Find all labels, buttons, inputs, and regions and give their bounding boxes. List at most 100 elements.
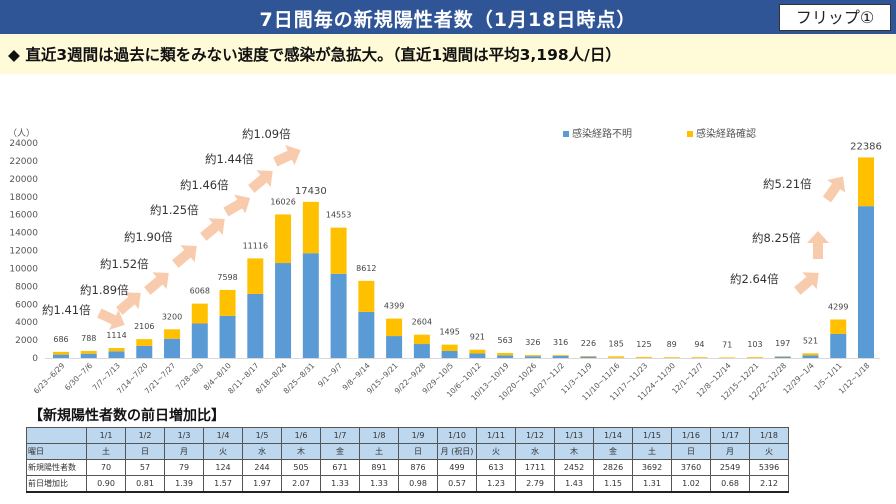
date-header-cell: 1/2 <box>125 427 165 444</box>
table-cell: 木 <box>554 443 594 460</box>
bar-unknown-route <box>441 351 458 358</box>
table-cell: 3692 <box>632 459 672 476</box>
bar-known-route <box>497 352 514 356</box>
bar-total-label: 226 <box>581 339 596 348</box>
y-tick-label: 18000 <box>9 193 38 203</box>
bar-unknown-route <box>524 356 541 358</box>
bar-unknown-route <box>413 344 430 358</box>
table-cell: 57 <box>125 459 165 476</box>
table-cell: 2.79 <box>515 475 555 493</box>
bar-total-label: 197 <box>775 339 790 348</box>
table-cell: 2.12 <box>749 475 789 493</box>
date-header-cell: 1/12 <box>515 427 555 444</box>
table-title: 【新規陽性者数の前日増加比】 <box>29 408 225 424</box>
table-row: 新規陽性者数 70 57 79 124 244 505 671 891 876 499 613 1711… <box>26 459 789 476</box>
bar-known-route <box>219 289 236 316</box>
table-cell: 1.43 <box>554 475 594 493</box>
bar-known-route <box>830 319 847 334</box>
bar-unknown-route <box>802 355 819 358</box>
bar-total-label: 563 <box>497 336 512 345</box>
bar-total-label: 17430 <box>295 186 327 197</box>
table-cell: 613 <box>476 459 516 476</box>
bar-known-route <box>746 357 763 358</box>
bar-unknown-route <box>497 355 514 358</box>
bar-total-label: 71 <box>722 340 732 349</box>
table-cell: 水 <box>515 443 555 460</box>
bar-unknown-route <box>358 311 375 358</box>
table-cell: 1.33 <box>320 475 360 493</box>
legend-label-unknown-route: 感染経路不明 <box>572 127 632 140</box>
growth-arrow-icon <box>200 218 225 241</box>
table-row: 曜日土日月火水木金土日月 (祝日) 火水木金土日月火 <box>26 443 789 460</box>
bar-known-route <box>691 357 708 358</box>
table-cell: 0.81 <box>125 475 165 493</box>
legend-swatch-known-route <box>687 131 693 137</box>
subtitle-bar: ◆ 直近3週間は過去に類をみない速度で感染が急拡大。（直近1週間は平均3,198… <box>0 34 896 74</box>
growth-ratio-label: 約1.46倍 <box>180 178 229 192</box>
date-header-cell: 1/14 <box>593 427 633 444</box>
table-cell: 79 <box>164 459 204 476</box>
bar-known-route <box>858 157 874 207</box>
table-cell: 火 <box>203 443 243 460</box>
table-cell: 244 <box>242 459 282 476</box>
x-tick-label: 6/23~6/29 <box>32 361 67 396</box>
bar-known-route <box>413 334 430 345</box>
table-cell: 1.97 <box>242 475 282 493</box>
growth-ratio-label: 約8.25倍 <box>752 231 801 245</box>
growth-ratio-label: 約2.64倍 <box>730 272 779 286</box>
table-cell: 水 <box>242 443 282 460</box>
growth-arrow-icon <box>807 231 829 259</box>
bar-total-label: 185 <box>609 339 624 348</box>
bar-total-label: 125 <box>636 340 651 349</box>
y-tick-label: 10000 <box>9 264 38 274</box>
bar-total-label: 2604 <box>412 318 432 327</box>
y-axis-label: （人） <box>8 128 35 139</box>
bar-unknown-route <box>247 293 264 358</box>
table-cell: 3760 <box>671 459 711 476</box>
table-cell: 1.23 <box>476 475 516 493</box>
bar-known-route <box>330 227 347 274</box>
y-tick-label: 0 <box>32 354 38 364</box>
table-cell: 火 <box>749 443 789 460</box>
date-header-cell: 1/7 <box>320 427 360 444</box>
bar-total-label: 16026 <box>270 197 295 206</box>
table-cell: 0.57 <box>437 475 477 493</box>
bar-total-label: 11116 <box>243 241 268 250</box>
daily-ratio-table: 1/1 1/2 1/3 1/4 1/5 1/6 1/7 1/8 1/9 1/10 1/11 1/12 1… <box>26 427 789 493</box>
bar-known-route <box>247 258 264 294</box>
bar-known-route <box>386 318 403 337</box>
y-tick-label: 24000 <box>9 139 38 149</box>
table-cell: 金 <box>320 443 360 460</box>
y-tick-label: 16000 <box>9 211 38 221</box>
date-header-cell: 1/18 <box>749 427 789 444</box>
y-tick-label: 4000 <box>15 318 38 328</box>
bar-unknown-route <box>108 351 125 358</box>
bar-known-route <box>302 201 319 254</box>
bar-total-label: 1114 <box>106 331 126 340</box>
bar-unknown-route <box>191 323 208 358</box>
bar-unknown-route <box>552 356 569 358</box>
table-cell: 金 <box>593 443 633 460</box>
growth-arrow-icon <box>144 272 169 295</box>
table-cell: 1.02 <box>671 475 711 493</box>
x-tick-label: 9/1~9/7 <box>316 361 344 389</box>
growth-ratio-label: 約1.09倍 <box>242 127 291 141</box>
table-cell: 1.15 <box>593 475 633 493</box>
table-cell: 1.31 <box>632 475 672 493</box>
date-header-cell: 1/4 <box>203 427 243 444</box>
y-tick-label: 22000 <box>9 157 38 167</box>
table-cell: 1.57 <box>203 475 243 493</box>
table-cell: 土 <box>359 443 399 460</box>
table-cell: 1.33 <box>359 475 399 493</box>
bar-known-route <box>191 303 208 324</box>
date-header-cell: 1/6 <box>281 427 321 444</box>
bar-unknown-route <box>275 263 292 358</box>
date-header-cell: 1/16 <box>671 427 711 444</box>
table-cell: 2.07 <box>281 475 321 493</box>
bar-total-label: 103 <box>747 340 762 349</box>
bar-known-route <box>719 357 736 358</box>
table-cell: 124 <box>203 459 243 476</box>
table-cell: 70 <box>86 459 126 476</box>
bar-unknown-route <box>580 356 597 358</box>
bar-known-route <box>663 357 680 358</box>
